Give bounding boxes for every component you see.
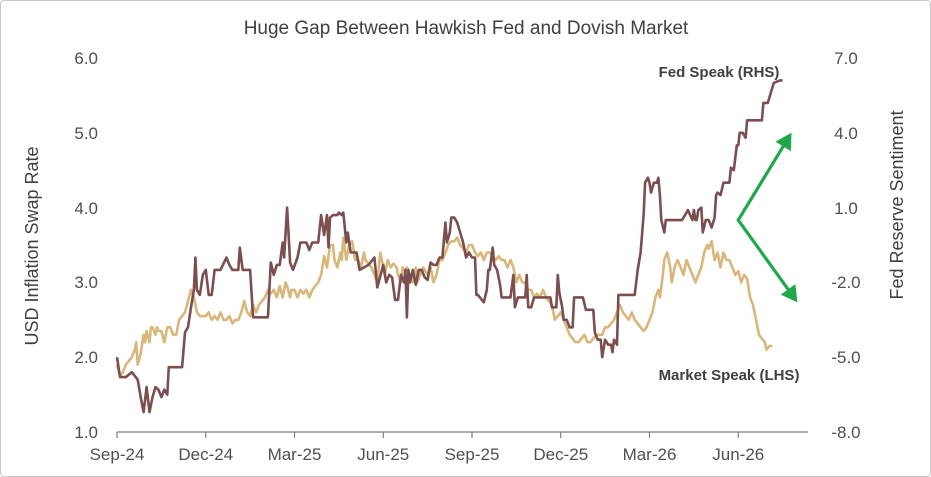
y-right-tick: 7.0 [834, 49, 858, 68]
y-right-tick: 1.0 [834, 199, 858, 218]
series-layer [115, 79, 783, 414]
market-speak-line [115, 236, 773, 378]
up-arrow-head [775, 132, 792, 152]
y-left-tick: 3.0 [74, 273, 98, 292]
left-axis: 6.0 5.0 4.0 3.0 2.0 1.0 USD Inflation Sw… [22, 49, 98, 442]
chart-title: Huge Gap Between Hawkish Fed and Dovish … [244, 18, 689, 39]
x-tick-label: Mar-26 [623, 445, 677, 464]
y-left-tick: 5.0 [74, 124, 98, 143]
y-right-tick: -2.0 [831, 273, 860, 292]
down-arrow-head [780, 284, 798, 303]
up-arrow-shaft [736, 144, 785, 222]
x-tick-label: Dec-25 [533, 445, 588, 464]
x-tick-label: Sep-24 [90, 445, 145, 464]
y-right-tick: -5.0 [831, 348, 860, 367]
x-tick-label: Jun-26 [712, 445, 764, 464]
fed-speak-line [115, 79, 783, 414]
market-speak-label: Market Speak (LHS) [659, 367, 800, 384]
y-right-tick: -8.0 [831, 423, 860, 442]
x-tick-label: Sep-25 [445, 445, 500, 464]
x-axis: Sep-24 Dec-24 Mar-25 Jun-25 Sep-25 Dec-25 Mar-… [90, 431, 808, 464]
y-left-tick: 4.0 [74, 199, 98, 218]
y-left-tick: 6.0 [74, 49, 98, 68]
y-left-tick: 1.0 [74, 423, 98, 442]
y-left-tick: 2.0 [74, 348, 98, 367]
y-left-label: USD Inflation Swap Rate [22, 146, 42, 345]
x-tick-label: Mar-25 [268, 445, 322, 464]
right-axis: 7.0 4.0 1.0 -2.0 -5.0 -8.0 Fed Reserve S… [831, 49, 907, 442]
fed-speak-label: Fed Speak (RHS) [659, 64, 780, 81]
y-right-tick: 4.0 [834, 124, 858, 143]
x-tick-label: Dec-24 [178, 445, 233, 464]
down-arrow-shaft [736, 218, 790, 291]
y-right-label: Fed Reserve Sentiment [887, 110, 907, 299]
x-tick-label: Jun-25 [357, 445, 409, 464]
arrow-layer [736, 132, 798, 303]
